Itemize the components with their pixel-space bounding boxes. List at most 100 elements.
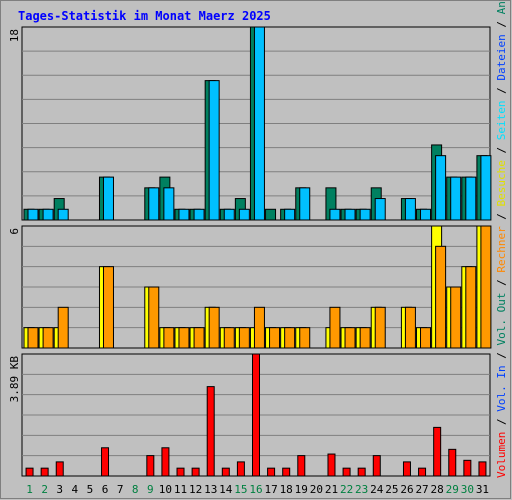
bar-rechner-day-14	[223, 327, 235, 349]
right-legend: Volumen / Vol. In / Vol. Out / Rechner /…	[495, 0, 508, 478]
bar-dateien-day-11	[178, 208, 190, 221]
bar-dateien-day-14	[223, 208, 235, 221]
bar-volumen-day-28	[433, 426, 442, 477]
bar-dateien-day-28	[435, 155, 447, 221]
bar-dateien-day-12	[193, 208, 205, 221]
bar-dateien-day-18	[284, 208, 296, 221]
bar-dateien-day-3	[57, 208, 69, 221]
day-label-1: 1	[26, 483, 33, 496]
bar-rechner-day-17	[269, 327, 281, 349]
bar-dateien-day-24	[374, 198, 386, 221]
day-label-11: 11	[174, 483, 187, 496]
day-label-19: 19	[295, 483, 308, 496]
day-label-24: 24	[370, 483, 384, 496]
day-label-23: 23	[355, 483, 368, 496]
day-label-25: 25	[385, 483, 398, 496]
bar-rechner-day-31	[480, 225, 492, 349]
day-label-3: 3	[56, 483, 63, 496]
bar-rechner-day-15	[238, 327, 250, 349]
bar-dateien-day-23	[359, 208, 371, 221]
bar-rechner-day-19	[299, 327, 311, 349]
bar-rechner-day-28	[435, 245, 447, 349]
bar-rechner-day-9	[148, 286, 160, 349]
bar-volumen-day-12	[191, 467, 200, 477]
day-label-13: 13	[204, 483, 217, 496]
bar-volumen-day-2	[40, 467, 49, 477]
day-label-31: 31	[476, 483, 489, 496]
legend-entry: /	[495, 140, 508, 160]
day-label-10: 10	[159, 483, 172, 496]
bar-rechner-day-13	[208, 306, 220, 349]
day-label-26: 26	[400, 483, 413, 496]
chart-title: Tages-Statistik im Monat Maerz 2025	[18, 9, 271, 23]
day-label-18: 18	[280, 483, 293, 496]
bar-volumen-day-23	[357, 467, 366, 477]
bar-rechner-day-18	[284, 327, 296, 349]
day-label-27: 27	[415, 483, 428, 496]
bar-volumen-day-1	[25, 467, 34, 477]
bar-rechner-day-26	[404, 306, 416, 349]
bar-dateien-day-15	[238, 208, 250, 221]
bar-volumen-day-15	[236, 461, 245, 477]
day-label-20: 20	[310, 483, 323, 496]
bar-rechner-day-24	[374, 306, 386, 349]
y-max-label: 6	[8, 228, 21, 235]
y-max-label: 3.89 KB	[8, 356, 21, 403]
bar-rechner-day-16	[253, 306, 265, 349]
day-label-2: 2	[41, 483, 48, 496]
legend-entry: Vol. Out	[495, 293, 508, 346]
bar-dateien-day-1	[27, 208, 39, 221]
bar-volumen-day-29	[448, 448, 457, 477]
day-label-22: 22	[340, 483, 353, 496]
bar-volumen-day-24	[372, 455, 381, 477]
legend-entry: /	[495, 81, 508, 101]
y-max-label: 18	[8, 29, 21, 42]
bar-rechner-day-29	[450, 286, 462, 349]
legend-entry: Rechner	[495, 226, 508, 273]
bar-volumen-day-13	[206, 386, 215, 477]
bar-rechner-day-12	[193, 327, 205, 349]
bar-dateien-day-26	[404, 198, 416, 221]
day-label-5: 5	[87, 483, 94, 496]
bar-rechner-day-23	[359, 327, 371, 349]
bar-rechner-day-2	[42, 327, 54, 349]
day-label-28: 28	[431, 483, 444, 496]
bar-volumen-day-3	[55, 461, 64, 477]
bar-volumen-day-19	[297, 455, 306, 477]
legend-entry: /	[495, 412, 508, 432]
bar-dateien-day-2	[42, 208, 54, 221]
bar-volumen-day-10	[161, 447, 170, 477]
day-label-12: 12	[189, 483, 202, 496]
bar-volumen-day-22	[342, 467, 351, 477]
bar-volumen-day-30	[463, 459, 472, 477]
panel-hits: 18	[8, 26, 492, 221]
bar-rechner-day-10	[163, 327, 175, 349]
legend-entry: Anfragen	[495, 0, 508, 14]
panel-volume: 3.89 KB	[8, 353, 491, 477]
day-label-17: 17	[264, 483, 277, 496]
bar-dateien-day-21	[329, 208, 341, 221]
bar-volumen-day-9	[146, 455, 155, 477]
bar-rechner-day-21	[329, 306, 341, 349]
day-label-29: 29	[446, 483, 459, 496]
bar-volumen-day-6	[101, 447, 110, 477]
bar-dateien-day-10	[163, 187, 175, 221]
day-label-9: 9	[147, 483, 154, 496]
bar-dateien-day-13	[208, 80, 220, 221]
day-label-6: 6	[102, 483, 109, 496]
legend-entry: Dateien	[495, 34, 508, 80]
bar-volumen-day-27	[418, 467, 427, 477]
day-label-4: 4	[72, 483, 79, 496]
bar-volumen-day-18	[282, 467, 291, 477]
bar-rechner-day-22	[344, 327, 356, 349]
panel-visits: 6	[8, 225, 492, 349]
bar-rechner-day-1	[27, 327, 39, 349]
bar-dateien-day-27	[420, 208, 432, 221]
bar-dateien-day-19	[299, 187, 311, 221]
chart-panels: 18 6 3.89 KB	[8, 26, 492, 477]
bar-dateien-day-30	[465, 176, 477, 221]
bar-volumen-day-17	[267, 467, 276, 477]
bar-volumen-day-14	[221, 467, 230, 477]
